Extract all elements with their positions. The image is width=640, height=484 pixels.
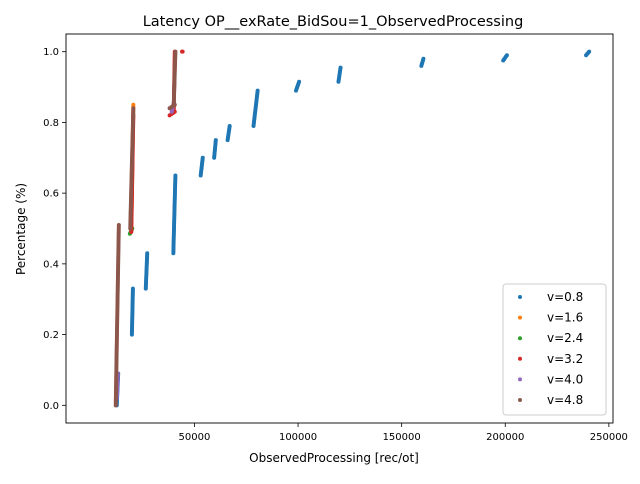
x-axis-label: ObservedProcessing [rec/ot] [249, 451, 419, 465]
x-tick-label: 150000 [383, 432, 421, 443]
data-point [504, 53, 509, 58]
x-tick-label: 200000 [486, 432, 524, 443]
plot-area: 50000 100000 150000 200000 250000 0.00.20.40… [43, 33, 628, 443]
y-axis-ticks: 0.0 0.2 0.4 0.6 0.8 1.0 [43, 47, 66, 412]
legend-label: v=1.6 [547, 311, 583, 325]
legend-marker [518, 336, 522, 341]
legend-marker [518, 398, 522, 402]
y-tick-label: 0.0 [43, 401, 59, 412]
data-points [113, 49, 592, 408]
series-v=4.8 [113, 49, 178, 408]
legend-label: v=3.2 [547, 352, 583, 366]
x-axis-ticks: 50000 100000 150000 200000 250000 [179, 423, 628, 443]
x-tick-label: 100000 [279, 432, 317, 443]
data-point [180, 49, 185, 54]
data-point [227, 123, 232, 128]
data-point [116, 222, 121, 227]
data-point [145, 251, 150, 256]
data-point [297, 79, 302, 84]
chart-title: Latency OP__exRate_BidSou=1_ObservedProc… [143, 14, 524, 30]
legend-label: v=0.8 [547, 290, 583, 304]
legend-marker [518, 295, 522, 299]
data-point [130, 286, 135, 291]
y-axis-label: Percentage (%) [14, 183, 28, 275]
data-point [200, 155, 205, 160]
y-tick-label: 0.8 [43, 118, 59, 129]
data-point [421, 56, 426, 61]
legend-marker [518, 356, 522, 361]
data-point [587, 49, 592, 54]
data-point [255, 88, 260, 93]
y-tick-label: 0.4 [43, 259, 59, 270]
data-point [131, 106, 136, 111]
legend-marker [518, 377, 522, 382]
legend-marker [518, 315, 522, 320]
x-tick-label: 50000 [179, 432, 211, 443]
y-tick-label: 0.6 [43, 189, 59, 200]
legend-label: v=4.8 [547, 393, 583, 407]
legend-label: v=4.0 [547, 372, 583, 386]
legend-box [502, 283, 607, 416]
data-point [131, 102, 136, 107]
x-tick-label: 250000 [590, 432, 628, 443]
data-point [173, 173, 178, 178]
y-tick-label: 0.2 [43, 330, 59, 341]
y-tick-label: 1.0 [43, 47, 59, 58]
axes-frame [65, 33, 614, 424]
data-point [213, 138, 218, 143]
data-point [173, 49, 178, 54]
legend-items: v=0.8 v=1.6 v=2.4 v=3.2 v=4.0 v=4.8 [518, 290, 583, 407]
legend: v=0.8 v=1.6 v=2.4 v=3.2 v=4.0 v=4.8 [502, 283, 607, 416]
data-point [338, 65, 343, 70]
legend-label: v=2.4 [547, 331, 583, 345]
